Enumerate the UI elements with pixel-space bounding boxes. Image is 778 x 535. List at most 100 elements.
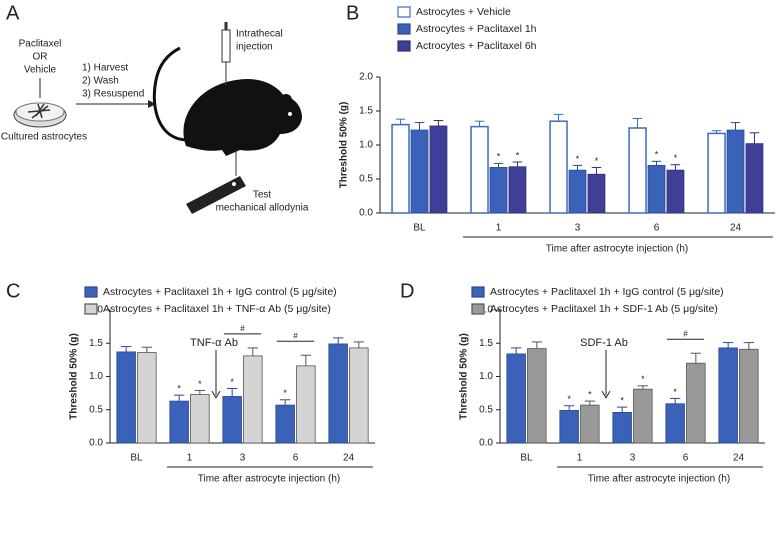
bar xyxy=(718,347,738,444)
hash-marker: # xyxy=(240,324,245,333)
significance-marker: * xyxy=(595,156,599,166)
chart: B Threshold 50% (g) 0.0 0.5 1.0 1.5 2.0 Astrocy… xyxy=(339,2,775,255)
panel-label: B xyxy=(346,2,359,24)
y-axis-label: Threshold 50% (g) xyxy=(69,333,80,420)
y-axis-label: Threshold 50% (g) xyxy=(339,102,350,189)
bar xyxy=(745,143,764,214)
probe xyxy=(186,176,246,214)
mouse-eye xyxy=(288,112,292,116)
error-bar xyxy=(279,399,291,406)
x-tick-label: 6 xyxy=(654,223,660,234)
x-tick-label: 1 xyxy=(577,453,583,464)
bar xyxy=(612,412,632,444)
bar xyxy=(169,400,189,444)
bar xyxy=(328,343,348,444)
error-bar xyxy=(414,122,425,131)
significance-marker: * xyxy=(620,395,624,405)
x-tick-label: BL xyxy=(520,453,533,464)
y-tick-label: 1.5 xyxy=(479,338,493,349)
significance-marker: * xyxy=(198,379,202,389)
x-tick-label: 24 xyxy=(730,223,742,234)
probe-dot xyxy=(232,182,236,186)
step: 2) Wash xyxy=(82,76,119,87)
x-tick-label: 1 xyxy=(496,223,502,234)
x-axis-label: Time after astrocyte injection (h) xyxy=(198,474,340,485)
mouse xyxy=(183,78,302,156)
x-tick-label: BL xyxy=(130,453,143,464)
error-bar xyxy=(474,120,485,127)
diagram: A Paclitaxel OR Vehicle Cultured astrocy… xyxy=(1,2,309,214)
y-tick-label: 0.5 xyxy=(479,404,493,415)
error-bar xyxy=(553,113,564,122)
y-axis-label: Threshold 50% (g) xyxy=(459,333,470,420)
y-tick-label: 0.5 xyxy=(89,404,103,415)
panel-label: D xyxy=(400,280,414,302)
bar xyxy=(559,410,579,444)
bar xyxy=(739,348,759,444)
error-bar xyxy=(493,162,504,168)
panel-label: A xyxy=(6,2,20,24)
syringe xyxy=(221,29,231,63)
error-bar xyxy=(353,341,365,348)
bar xyxy=(549,120,568,214)
bar xyxy=(527,348,547,444)
legend-swatch xyxy=(471,303,485,315)
bar xyxy=(137,352,157,444)
error-bar xyxy=(300,354,312,366)
error-bar xyxy=(173,394,185,402)
bar xyxy=(349,347,369,444)
bar xyxy=(116,351,136,444)
error-bar xyxy=(584,400,596,406)
y-tick-label: 1.5 xyxy=(89,338,103,349)
x-tick-label: 1 xyxy=(187,453,193,464)
significance-marker: * xyxy=(516,150,520,160)
error-bar xyxy=(395,118,406,125)
significance-marker: * xyxy=(641,374,645,384)
injection-label: Intrathecal xyxy=(236,29,283,40)
x-tick-label: 3 xyxy=(630,453,636,464)
legend-swatch xyxy=(471,286,485,298)
y-tick-label: 0.0 xyxy=(479,438,493,449)
test-label: Test xyxy=(253,190,272,201)
x-tick-label: 6 xyxy=(683,453,689,464)
legend-swatch xyxy=(397,40,411,52)
error-bar xyxy=(616,406,628,413)
error-bar xyxy=(141,346,153,353)
error-bar xyxy=(711,130,722,134)
significance-marker: * xyxy=(588,389,592,399)
bar xyxy=(568,169,587,214)
legend-label: Astrocytes + Paclitaxel 1h + SDF-1 Ab (5… xyxy=(490,303,718,315)
bar xyxy=(686,362,706,444)
step: 1) Harvest xyxy=(82,63,128,74)
dish-label: Cultured astrocytes xyxy=(1,132,87,143)
legend-label: Astrocytes + Paclitaxel 1h + IgG control… xyxy=(490,286,724,298)
bar xyxy=(726,129,745,214)
x-tick-label: BL xyxy=(413,223,426,234)
x-tick-label: 3 xyxy=(240,453,246,464)
x-axis-label: Time after astrocyte injection (h) xyxy=(546,244,688,255)
y-tick-label: 0.0 xyxy=(359,208,373,219)
error-bar xyxy=(572,164,583,171)
vehicle-label: Vehicle xyxy=(24,65,57,76)
error-bar xyxy=(669,397,681,404)
error-bar xyxy=(120,346,132,352)
bar xyxy=(470,125,489,214)
bar xyxy=(222,396,242,444)
error-bar xyxy=(433,120,444,126)
legend-label: Actrocytes + Paclitaxel 6h xyxy=(416,40,537,52)
hash-marker: # xyxy=(683,329,688,338)
bar xyxy=(647,164,666,214)
error-bar xyxy=(637,385,649,390)
y-tick-label: 1.0 xyxy=(359,140,373,151)
bar xyxy=(410,129,429,214)
test-label: mechanical allodynia xyxy=(216,203,309,214)
bar xyxy=(489,167,508,214)
error-bar xyxy=(690,352,702,364)
error-bar xyxy=(563,405,575,411)
bar xyxy=(665,403,685,444)
error-bar xyxy=(632,117,643,128)
bar xyxy=(508,166,527,214)
legend-label: Astrocytes + Vehicle xyxy=(416,6,511,18)
y-tick-label: 2.0 xyxy=(479,305,493,316)
